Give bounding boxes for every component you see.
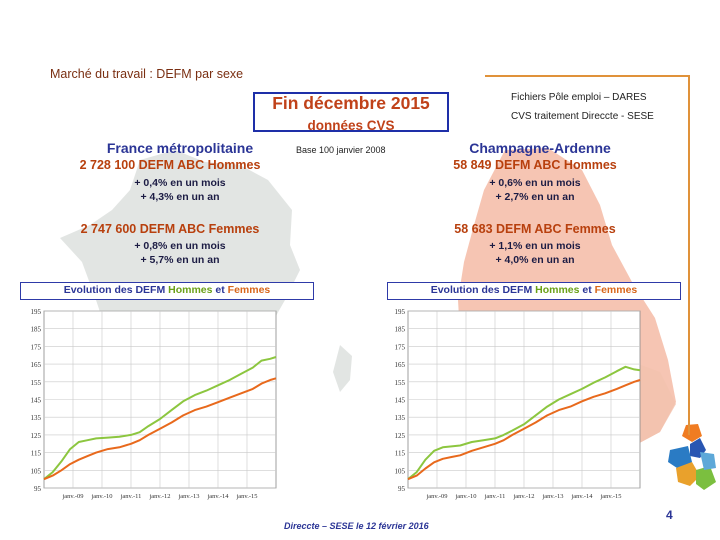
side-rule (688, 75, 690, 435)
y-tick-label: 115 (31, 450, 42, 458)
champagne-men-year: + 2,7% en un an (495, 191, 575, 203)
x-tick-label: janv.-09 (61, 493, 83, 500)
regions-logo-icon (668, 424, 716, 490)
champagne-women-year: + 4,0% en un an (495, 254, 575, 266)
series-line-femmes (43, 377, 277, 481)
champagne-women-total: 58 683 DEFM ABC Femmes (454, 222, 616, 236)
y-tick-label: 135 (31, 414, 42, 422)
x-tick-label: janv.-14 (206, 493, 229, 500)
champagne-chart-title-men: Hommes (535, 284, 580, 296)
cvs-label: données CVS (307, 118, 395, 133)
y-tick-label: 195 (395, 308, 406, 316)
france-men-total: 2 728 100 DEFM ABC Hommes (79, 158, 261, 172)
france-line-chart: 95 105 115 125 135 145 155 165 175 185 195 janv.-09… (31, 308, 277, 500)
x-tick-label: janv.-15 (599, 493, 621, 500)
y-tick-label: 155 (395, 379, 406, 387)
champagne-chart-title-and: et (579, 284, 595, 296)
y-tick-label: 125 (31, 432, 42, 440)
y-tick-label: 115 (395, 450, 406, 458)
france-women-total: 2 747 600 DEFM ABC Femmes (80, 222, 260, 236)
y-tick-label: 135 (395, 414, 406, 422)
y-tick-label: 185 (31, 326, 42, 334)
period-box (253, 92, 449, 132)
period-title: Fin décembre 2015 (272, 93, 430, 113)
champagne-men-month: + 0,6% en un mois (489, 177, 581, 189)
y-tick-label: 95 (398, 485, 406, 493)
champagne-region-name: Champagne-Ardenne (469, 140, 611, 156)
france-women-year: + 5,7% en un an (140, 254, 220, 266)
france-chart-title-women: Femmes (227, 284, 271, 296)
y-tick-label: 105 (395, 467, 406, 475)
corsica-shape (333, 345, 352, 392)
y-tick-label: 185 (395, 326, 406, 334)
x-tick-label: janv.-11 (120, 493, 142, 500)
x-tick-label: janv.-12 (148, 493, 170, 500)
header-rule (485, 75, 690, 77)
x-tick-label: janv.-15 (235, 493, 257, 500)
y-tick-label: 195 (31, 308, 42, 316)
france-women-month: + 0,8% en un mois (134, 240, 226, 252)
x-tick-label: janv.-11 (484, 493, 506, 500)
france-men-month: + 0,4% en un mois (134, 177, 226, 189)
y-tick-label: 175 (31, 343, 42, 351)
france-region-name: France métropolitaine (106, 140, 254, 156)
y-tick-label: 125 (395, 432, 406, 440)
champagne-chart-title-women: Femmes (594, 284, 638, 296)
france-chart-title-men: Hommes (168, 284, 213, 296)
series-line-hommes (407, 365, 641, 480)
x-tick-label: janv.-10 (90, 493, 112, 500)
france-men-year: + 4,3% en un an (140, 191, 220, 203)
france-chart-title: Evolution des DEFM Hommes et Femmes (20, 282, 314, 300)
y-tick-label: 165 (31, 361, 42, 369)
y-tick-label: 175 (395, 343, 406, 351)
champagne-women-month: + 1,1% en un mois (489, 240, 581, 252)
footer-text: Direccte – SESE le 12 février 2016 (284, 521, 429, 531)
y-tick-label: 165 (395, 361, 406, 369)
x-tick-label: janv.-09 (425, 493, 447, 500)
x-tick-label: janv.-14 (570, 493, 593, 500)
champagne-chart-title: Evolution des DEFM Hommes et Femmes (387, 282, 681, 300)
base-label: Base 100 janvier 2008 (296, 145, 386, 155)
x-tick-label: janv.-12 (512, 493, 534, 500)
france-chart-title-and: et (212, 284, 228, 296)
y-tick-label: 105 (31, 467, 42, 475)
treatment-label: CVS traitement Direccte - SESE (511, 111, 654, 122)
slide-title: Marché du travail : DEFM par sexe (50, 67, 244, 81)
champagne-chart-title-prefix: Evolution des DEFM (430, 284, 536, 296)
y-tick-label: 145 (31, 397, 42, 405)
source-label: Fichiers Pôle emploi – DARES (511, 92, 647, 103)
champagne-line-chart: 95 105 115 125 135 145 155 165 175 185 195 janv.-09… (395, 308, 641, 500)
x-tick-label: janv.-13 (541, 493, 563, 500)
series-line-femmes (407, 379, 641, 481)
series-line-hommes (43, 356, 277, 480)
page-number: 4 (666, 508, 673, 522)
x-tick-label: janv.-10 (454, 493, 476, 500)
france-chart-title-prefix: Evolution des DEFM (63, 284, 169, 296)
y-tick-label: 95 (34, 485, 42, 493)
y-tick-label: 145 (395, 397, 406, 405)
x-tick-label: janv.-13 (177, 493, 199, 500)
champagne-men-total: 58 849 DEFM ABC Hommes (453, 158, 617, 172)
y-tick-label: 155 (31, 379, 42, 387)
